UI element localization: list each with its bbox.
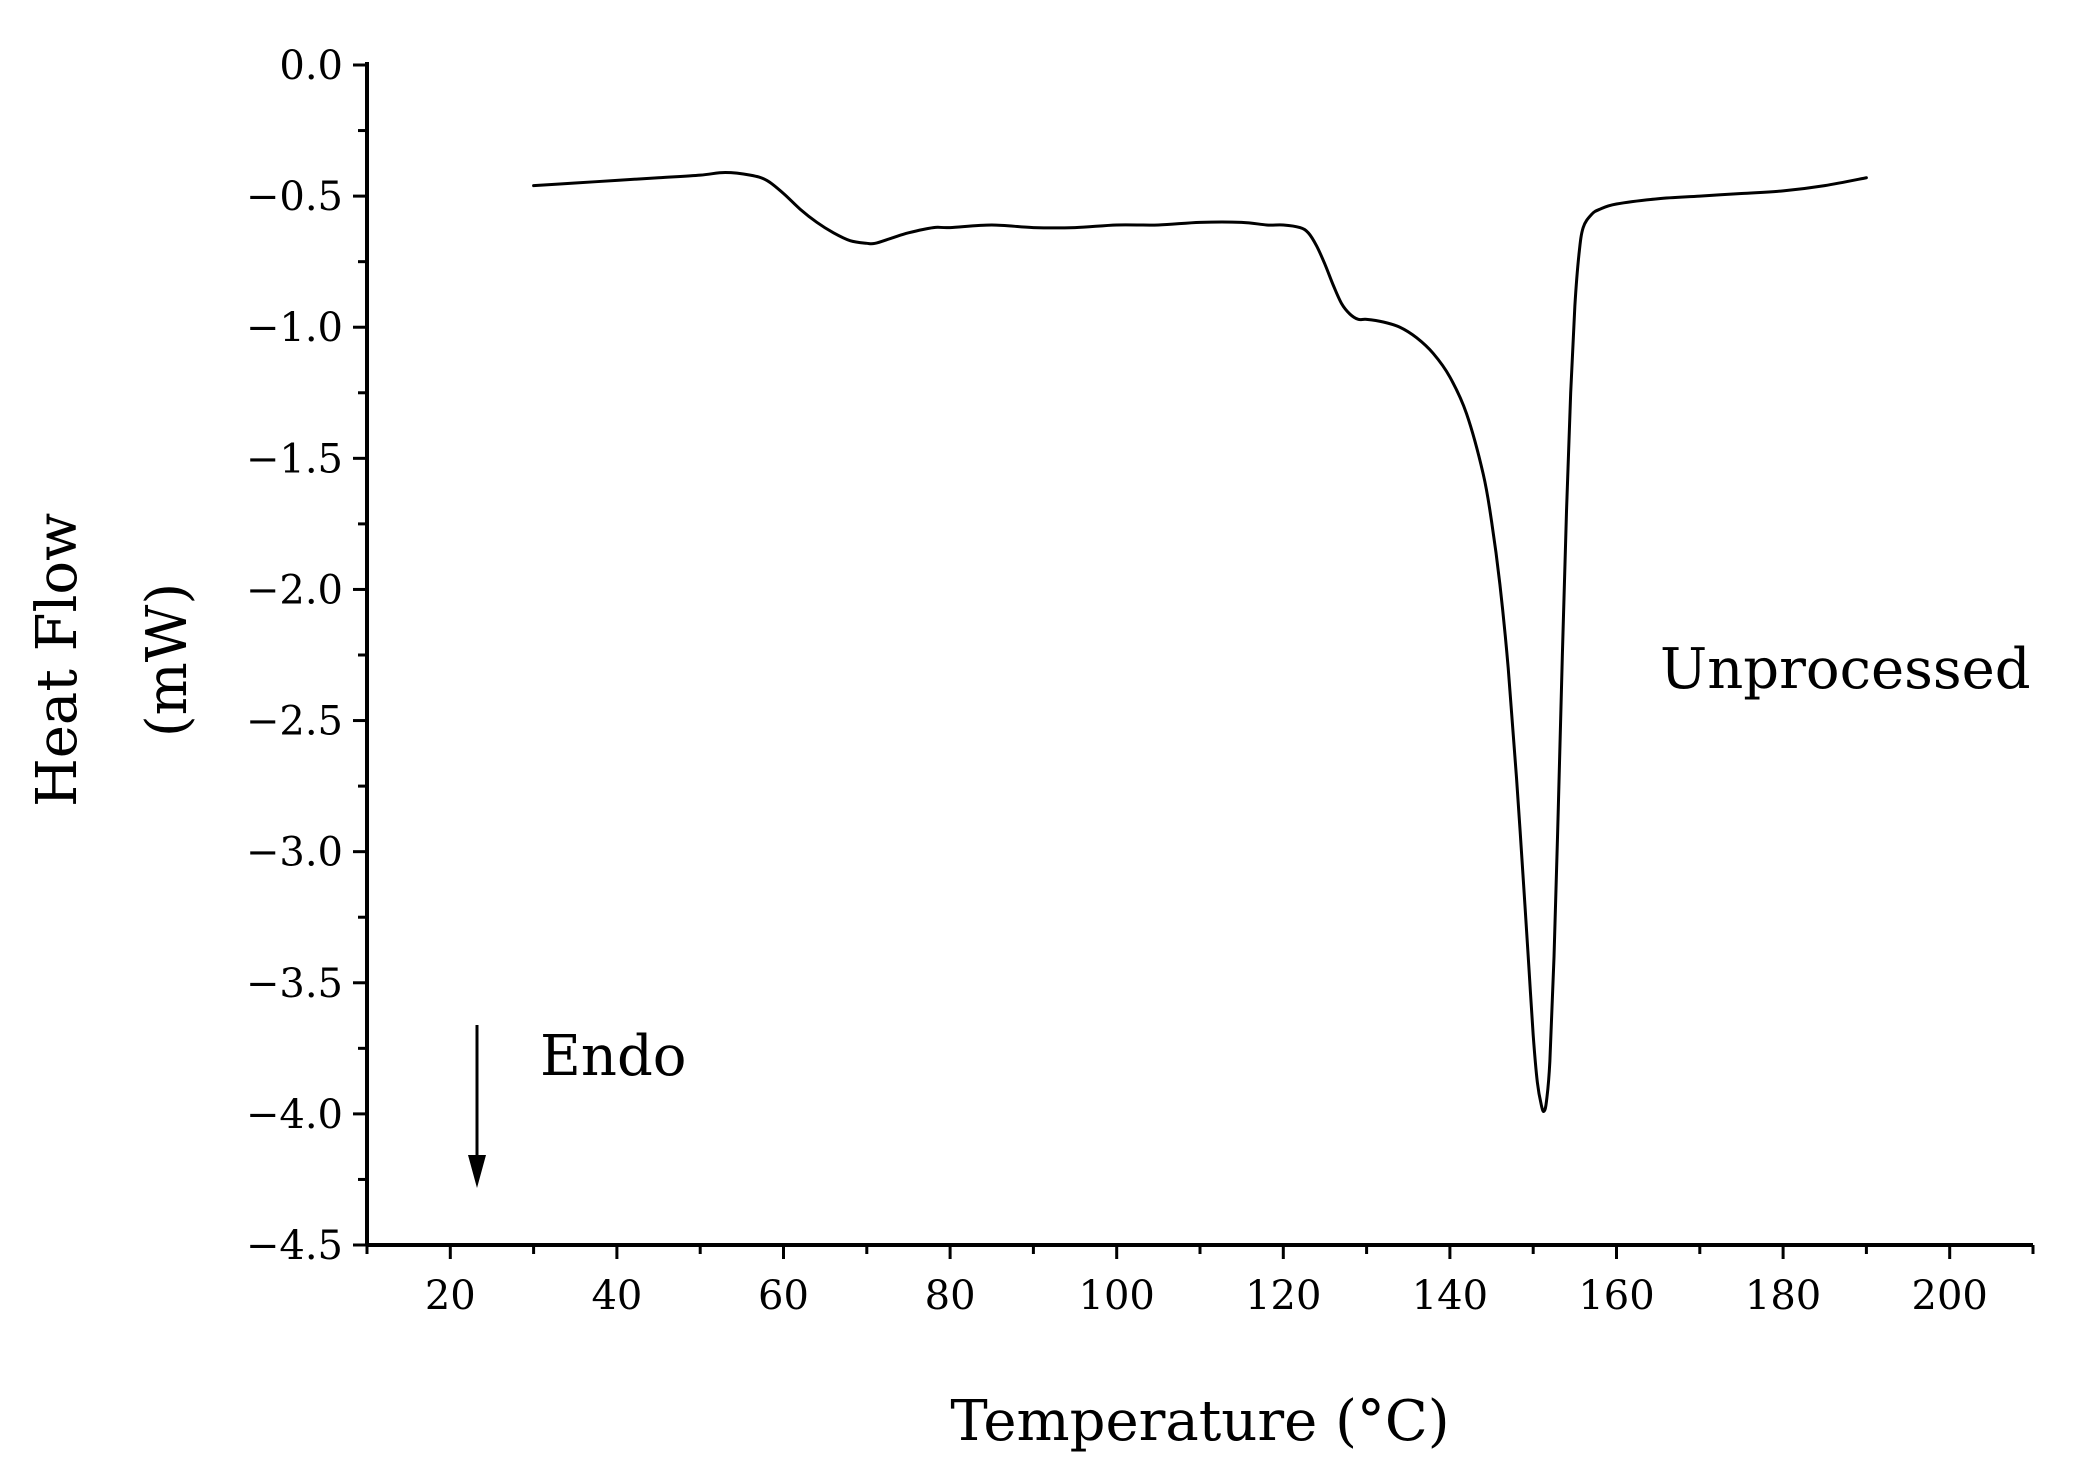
y-tick-label: −4.5 xyxy=(246,1223,343,1269)
y-tick-label: −4.0 xyxy=(246,1092,343,1138)
x-tick-label: 120 xyxy=(1245,1273,1321,1319)
x-tick-label: 80 xyxy=(925,1273,976,1319)
x-tick-label: 40 xyxy=(591,1273,642,1319)
axes: 20 40 60 80 100 120 140 160 180 200 0.0 −0.5 −1.0 −1.… xyxy=(246,43,2035,1319)
x-tick-label: 20 xyxy=(425,1273,476,1319)
y-tick-label: −2.5 xyxy=(246,699,343,745)
x-tick-label: 100 xyxy=(1079,1273,1155,1319)
y-axis-title-line2: (mW) xyxy=(135,583,200,737)
y-tick-label: −3.0 xyxy=(246,830,343,876)
x-tick-label: 180 xyxy=(1745,1273,1821,1319)
x-tick-label: 160 xyxy=(1578,1273,1654,1319)
x-tick-label: 60 xyxy=(758,1273,809,1319)
y-tick-label: −0.5 xyxy=(246,174,343,220)
y-tick-label: −3.5 xyxy=(246,961,343,1007)
series-line-unprocessed xyxy=(532,171,1868,1113)
y-axis-title-line1: Heat Flow xyxy=(25,513,90,807)
y-tick-label: −1.0 xyxy=(246,305,343,351)
annotations: Unprocessed Endo xyxy=(468,637,2031,1188)
y-tick-label: −2.0 xyxy=(246,567,343,613)
x-axis-title: Temperature (°C) xyxy=(950,1389,1449,1454)
y-tick-label: 0.0 xyxy=(279,43,343,89)
endo-label: Endo xyxy=(540,1024,687,1089)
x-tick-label: 200 xyxy=(1912,1273,1988,1319)
x-tick-label: 140 xyxy=(1412,1273,1488,1319)
plot-area xyxy=(532,171,1868,1113)
endo-arrow-head-icon xyxy=(468,1155,486,1188)
y-tick-label: −1.5 xyxy=(246,436,343,482)
axis-labels: Temperature (°C) Heat Flow (mW) xyxy=(25,513,1450,1454)
series-annotation-label: Unprocessed xyxy=(1660,637,2031,702)
